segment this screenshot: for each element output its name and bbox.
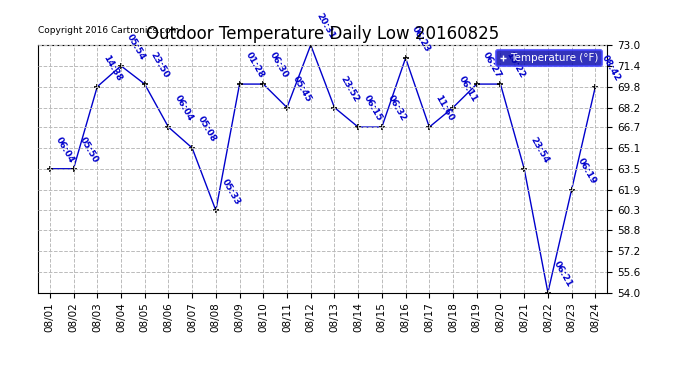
Text: 05:50: 05:50 — [78, 135, 99, 165]
Legend: Temperature (°F): Temperature (°F) — [496, 50, 602, 66]
Text: 08:42: 08:42 — [600, 53, 622, 82]
Text: 06:27: 06:27 — [481, 51, 503, 80]
Text: 23:50: 23:50 — [149, 51, 171, 80]
Text: 05:54: 05:54 — [125, 32, 147, 62]
Text: 06:04: 06:04 — [54, 135, 76, 165]
Text: 06:15: 06:15 — [362, 94, 384, 123]
Text: Copyright 2016 Cartronics.com: Copyright 2016 Cartronics.com — [38, 26, 179, 35]
Text: 06:30: 06:30 — [268, 51, 289, 80]
Text: 06:04: 06:04 — [172, 94, 195, 123]
Text: 05:33: 05:33 — [220, 177, 242, 206]
Text: 20:31: 20:31 — [315, 12, 337, 41]
Text: 06:32: 06:32 — [386, 94, 408, 123]
Text: 14:38: 14:38 — [101, 53, 124, 82]
Text: 06:11: 06:11 — [457, 74, 480, 104]
Text: 06:21: 06:21 — [552, 259, 574, 288]
Text: 23:52: 23:52 — [339, 74, 361, 104]
Title: Outdoor Temperature Daily Low 20160825: Outdoor Temperature Daily Low 20160825 — [146, 26, 499, 44]
Text: 10:22: 10:22 — [504, 51, 526, 80]
Text: 11:60: 11:60 — [433, 94, 455, 123]
Text: 23:54: 23:54 — [529, 135, 551, 165]
Text: 06:19: 06:19 — [575, 156, 598, 185]
Text: 05:45: 05:45 — [291, 74, 313, 104]
Text: 01:28: 01:28 — [244, 51, 266, 80]
Text: 05:08: 05:08 — [196, 115, 218, 144]
Text: 06:23: 06:23 — [410, 25, 432, 54]
